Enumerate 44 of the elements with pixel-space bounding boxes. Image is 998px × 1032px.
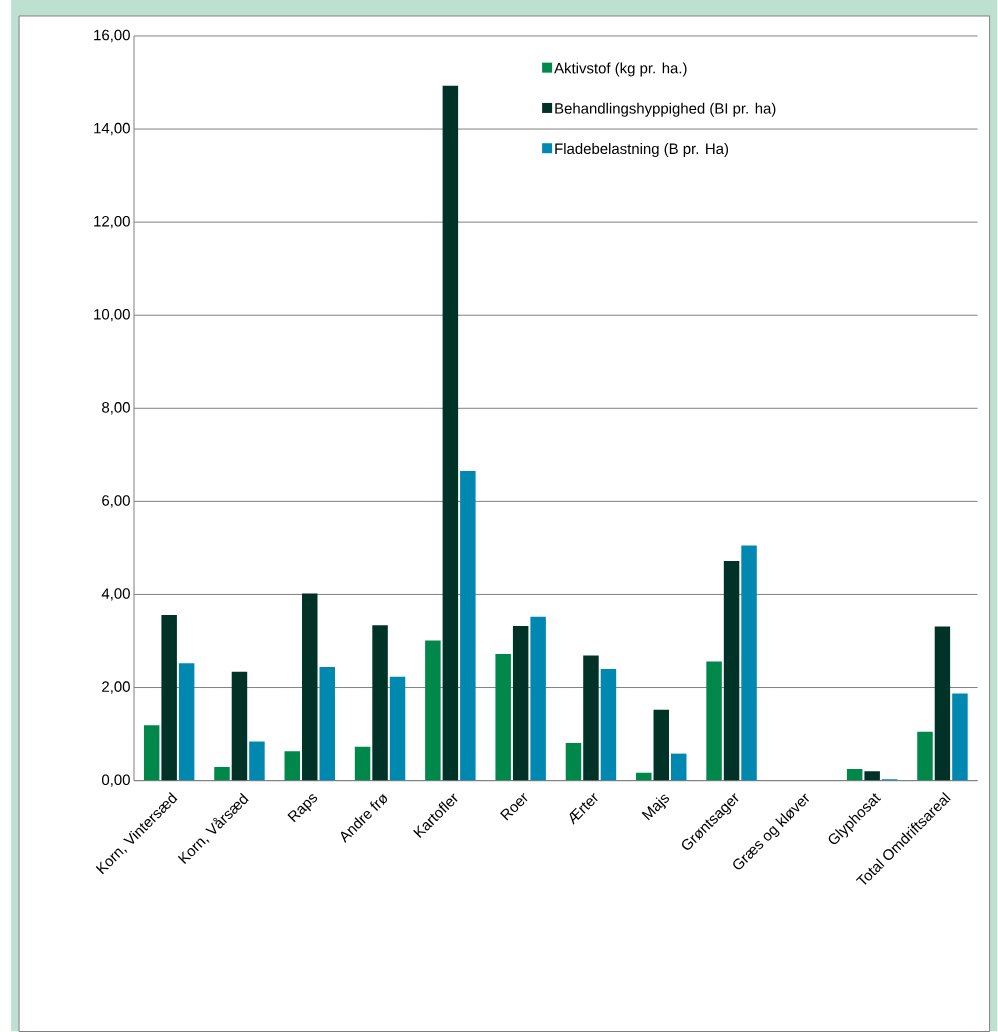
bar: [372, 625, 389, 781]
bar: [706, 661, 723, 781]
bar: [319, 667, 336, 781]
bar: [495, 654, 512, 781]
bar: [724, 560, 740, 781]
bar: [390, 676, 406, 781]
y-tick-label: 14,00: [94, 122, 131, 136]
bar: [583, 655, 599, 781]
bar: [530, 616, 547, 781]
bar: [636, 772, 652, 781]
y-tick-label: 8,00: [102, 402, 131, 415]
bar: [847, 768, 863, 781]
y-tick-label: 12,00: [94, 215, 131, 229]
legend-label: Behandlingshyppighed (BI pr. ha): [555, 102, 776, 117]
bar: [917, 731, 933, 781]
y-tick-label: 16,00: [94, 29, 131, 43]
bar: [565, 742, 582, 781]
bar: [179, 663, 195, 781]
bar: [284, 751, 301, 781]
bar: [952, 693, 968, 781]
bar: [864, 771, 881, 781]
bar: [513, 626, 529, 781]
bar: [460, 471, 476, 781]
y-tick-label: 6,00: [102, 495, 131, 508]
bar: [249, 741, 265, 781]
legend-label: Fladebelastning (B pr. Ha): [555, 143, 729, 157]
bar: [442, 85, 459, 781]
y-tick-label: 10,00: [94, 309, 131, 322]
y-tick-label: 4,00: [101, 588, 131, 601]
bar: [671, 753, 687, 781]
bar: [934, 626, 951, 781]
legend-label: Aktivstof (kg pr. ha.): [554, 62, 687, 77]
bar: [302, 593, 318, 781]
bar: [425, 640, 441, 781]
bar: [161, 614, 178, 781]
bar: [144, 725, 160, 781]
bar: [231, 671, 248, 781]
bar: [653, 709, 670, 781]
y-tick-label: 0,00: [102, 774, 131, 787]
y-tick-label: 2,00: [102, 681, 131, 694]
bar: [214, 767, 230, 781]
bar: [741, 545, 757, 781]
bar: [355, 746, 371, 781]
bar: [600, 668, 617, 781]
